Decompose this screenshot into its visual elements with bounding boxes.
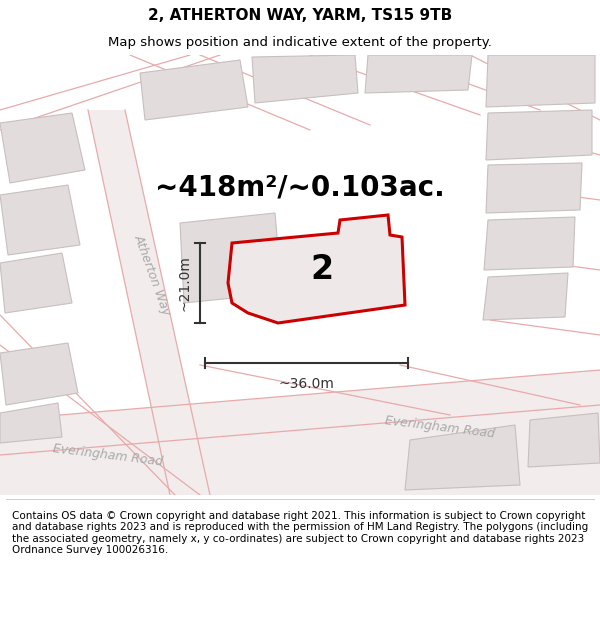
Polygon shape: [405, 425, 520, 490]
Polygon shape: [0, 403, 62, 443]
Text: ~418m²/~0.103ac.: ~418m²/~0.103ac.: [155, 173, 445, 201]
Polygon shape: [88, 110, 210, 495]
Text: 2: 2: [310, 253, 333, 286]
Polygon shape: [0, 253, 72, 313]
Polygon shape: [484, 217, 575, 270]
Text: Atherton Way: Atherton Way: [131, 232, 173, 318]
Polygon shape: [528, 413, 600, 467]
Text: 2, ATHERTON WAY, YARM, TS15 9TB: 2, ATHERTON WAY, YARM, TS15 9TB: [148, 8, 452, 23]
Polygon shape: [483, 273, 568, 320]
Polygon shape: [0, 113, 85, 183]
Polygon shape: [180, 213, 282, 303]
Text: Map shows position and indicative extent of the property.: Map shows position and indicative extent…: [108, 36, 492, 49]
Text: ~21.0m: ~21.0m: [178, 255, 192, 311]
Polygon shape: [228, 215, 405, 323]
Text: Everingham Road: Everingham Road: [384, 414, 496, 440]
Polygon shape: [365, 55, 472, 93]
Polygon shape: [0, 185, 80, 255]
Text: Contains OS data © Crown copyright and database right 2021. This information is : Contains OS data © Crown copyright and d…: [12, 511, 588, 556]
Polygon shape: [0, 370, 600, 495]
Polygon shape: [252, 55, 358, 103]
Text: Everingham Road: Everingham Road: [52, 442, 164, 468]
Polygon shape: [0, 343, 78, 405]
Polygon shape: [486, 55, 595, 107]
Polygon shape: [486, 110, 592, 160]
Polygon shape: [486, 163, 582, 213]
Polygon shape: [140, 60, 248, 120]
Text: ~36.0m: ~36.0m: [278, 377, 334, 391]
